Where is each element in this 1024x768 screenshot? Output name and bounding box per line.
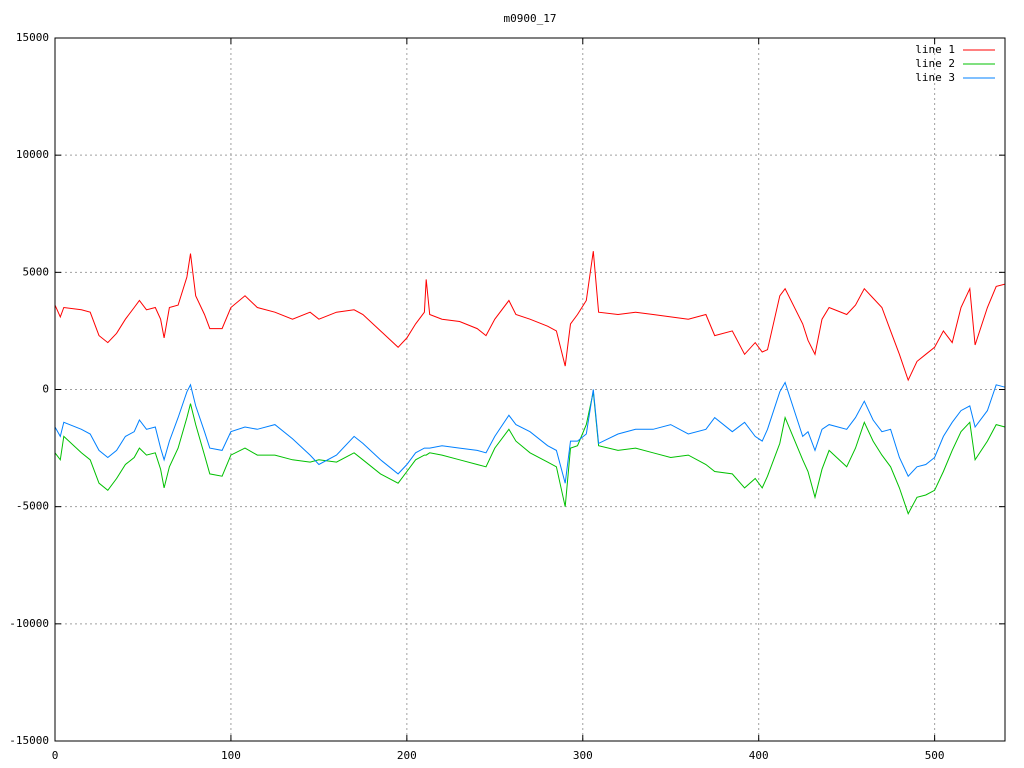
y-tick-label: 5000 <box>23 265 50 278</box>
x-tick-label: 300 <box>573 749 593 762</box>
x-tick-label: 400 <box>749 749 769 762</box>
series-line <box>54 391 1006 515</box>
chart-title: m0900_17 <box>504 12 557 25</box>
y-tick-label: -10000 <box>9 617 49 630</box>
x-tick-label: 0 <box>52 749 59 762</box>
legend-label: line 2 <box>915 57 955 70</box>
y-tick-label: 10000 <box>16 148 49 161</box>
y-tick-label: -15000 <box>9 734 49 747</box>
x-tick-label: 200 <box>397 749 417 762</box>
y-tick-label: -5000 <box>16 500 49 513</box>
y-tick-label: 15000 <box>16 31 49 44</box>
plot-frame <box>54 37 1006 742</box>
y-tick-label: 0 <box>42 383 49 396</box>
legend-label: line 3 <box>915 71 955 84</box>
legend-label: line 1 <box>915 43 955 56</box>
series-line <box>54 381 1006 484</box>
x-tick-label: 100 <box>221 749 241 762</box>
x-tick-label: 500 <box>925 749 945 762</box>
series-line <box>54 251 1006 382</box>
